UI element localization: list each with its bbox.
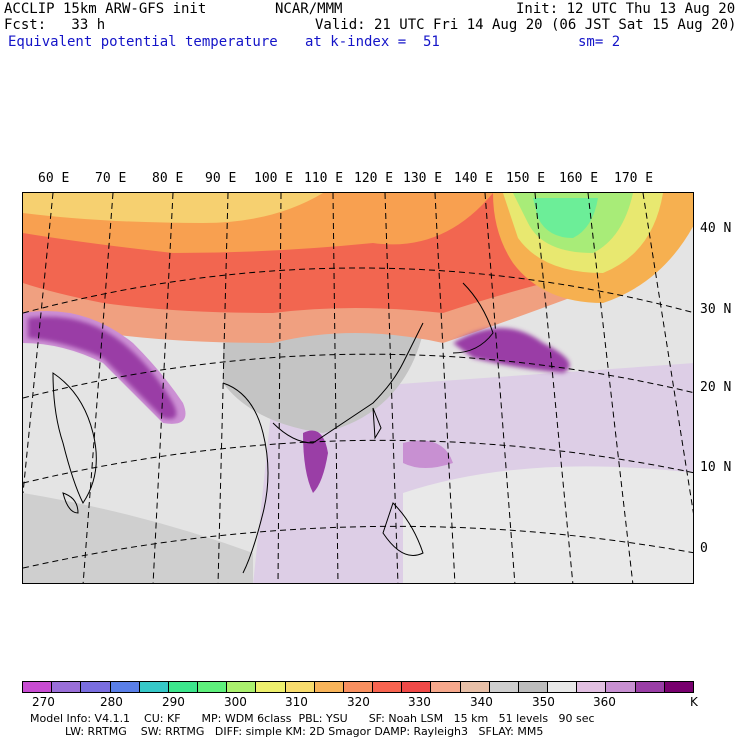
lon-label: 140 E [454,171,494,186]
colorbar-swatch [635,682,665,692]
lon-line-80 [152,193,174,583]
colorbar-swatch [606,682,636,692]
lat-label: 10 N [700,460,732,475]
colorbar-swatch [402,682,432,692]
theta-e-map [22,192,694,584]
india-coast [52,372,97,504]
green-pacific [533,198,598,238]
map-field [23,193,693,583]
taiwan-coast [372,407,382,440]
colorbar-swatch [373,682,403,692]
colorbar-swatch [518,682,549,692]
model-info-line1: Model Info: V4.1.1 CU: KF MP: WDM 6class… [30,712,595,725]
lon-label: 90 E [205,171,237,186]
lon-line-60 [23,193,54,494]
lon-label: 160 E [559,171,599,186]
lon-line-70 [82,193,114,583]
lon-line-140 [484,193,516,583]
colorbar-swatch [314,682,344,692]
lat-label: 30 N [700,302,732,317]
lon-label: 150 E [506,171,546,186]
colorbar-tick: 320 [347,695,370,709]
colorbar-swatch [285,682,315,692]
model-title: ACCLIP 15km ARW-GFS init [4,1,207,17]
sri-lanka-coast [62,492,79,514]
colorbar-swatch [548,682,578,692]
smoothing-label: sm= 2 [578,34,621,50]
colorbar-unit: K [690,695,698,709]
colorbar-swatch [198,682,228,692]
lat-line-10 [23,439,693,484]
colorbar-swatch [577,682,607,692]
colorbar-swatch [110,682,140,692]
purple-scs [303,430,328,493]
lon-label: 110 E [304,171,344,186]
lat-line-20 [23,353,693,399]
lat-label: 20 N [700,380,732,395]
colorbar-swatch [489,682,519,692]
colorbar-swatch [227,682,257,692]
china-coast [272,322,424,444]
colorbar-swatch [168,682,199,692]
lat-line-30 [23,267,693,314]
org-label: NCAR/MMM [275,1,343,17]
colorbar-swatch [139,682,169,692]
lon-line-130 [434,193,456,583]
init-time: Init: 12 UTC Thu 13 Aug 20 [516,1,736,17]
grey-china-region [223,323,423,433]
colorbar-swatch [52,682,82,692]
purple-japan-south [453,328,570,373]
lon-label: 100 E [254,171,294,186]
colorbar-swatch [343,682,374,692]
coastlines [52,282,494,574]
colorbar-tick: 310 [285,695,308,709]
grey-south-field [403,466,693,583]
graticule [23,193,693,583]
colorbar-tick: 340 [470,695,493,709]
colorbar-tick: 330 [408,695,431,709]
model-info-line2: LW: RRTMG SW: RRTMG DIFF: simple KM: 2D … [30,725,544,738]
colorbar [22,681,694,693]
level-index: at k-index = 51 [305,34,440,50]
lon-label: 70 E [95,171,127,186]
lon-line-170 [642,193,693,514]
japan-coast [452,282,494,354]
colorbar-swatch [256,682,286,692]
purple-india [28,316,177,419]
colorbar-tick: 290 [162,695,185,709]
colorbar-swatch [664,682,693,692]
lon-label: 80 E [152,171,184,186]
colorbar-swatch [81,682,111,692]
lon-line-120 [384,193,399,583]
forecast-hour: Fcst: 33 h [4,17,106,33]
colorbar-swatch [23,682,53,692]
colorbar-tick: 350 [532,695,555,709]
lat-line-0 [23,525,693,569]
valid-time: Valid: 21 UTC Fri 14 Aug 20 (06 JST Sat … [315,17,737,33]
colorbar-tick: 280 [100,695,123,709]
purple-philippine-sea [403,440,453,468]
philippines-coast [382,502,424,556]
lon-label: 130 E [403,171,443,186]
lon-line-150 [534,193,574,583]
lon-line-160 [587,193,634,583]
lon-label: 120 E [354,171,394,186]
colorbar-tick: 300 [224,695,247,709]
colorbar-tick: 270 [32,695,55,709]
lon-label: 170 E [614,171,654,186]
lon-label: 60 E [38,171,70,186]
yellow-band [23,193,323,223]
lon-line-100 [277,193,282,583]
field-name: Equivalent potential temperature [8,34,278,50]
indochina-coast [222,382,269,574]
lat-label: 40 N [700,221,732,236]
colorbar-tick: 360 [593,695,616,709]
grey-indian-ocean [23,493,253,583]
colorbar-swatch [431,682,461,692]
lon-line-110 [332,193,339,583]
lat-label: 0 [700,541,708,556]
colorbar-swatch [460,682,490,692]
lon-line-90 [217,193,229,583]
